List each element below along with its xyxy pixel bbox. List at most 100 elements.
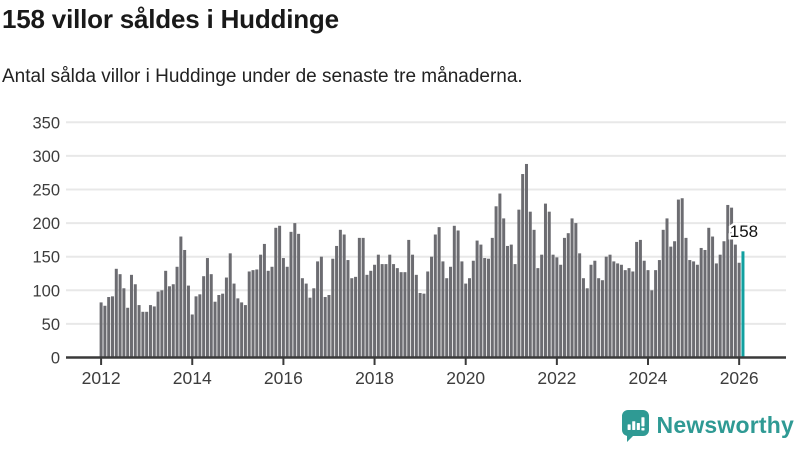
bar — [680, 198, 684, 358]
bar — [148, 305, 152, 358]
bar — [635, 241, 639, 358]
bar — [179, 236, 183, 358]
bar — [107, 297, 111, 358]
bar — [570, 218, 574, 358]
bar — [228, 253, 232, 358]
bar — [164, 270, 168, 358]
bar — [551, 254, 555, 358]
highlighted-bar — [741, 251, 745, 358]
bar — [654, 270, 658, 358]
bar — [247, 271, 251, 358]
bar — [186, 285, 190, 358]
x-axis-tick-label: 2024 — [629, 368, 668, 388]
bar — [110, 296, 114, 358]
bar — [479, 244, 483, 358]
bar — [167, 286, 171, 358]
bar — [726, 204, 730, 358]
bar — [460, 261, 464, 358]
x-axis-tick-label: 2014 — [173, 368, 212, 388]
bar — [361, 237, 365, 358]
bar — [300, 278, 304, 358]
bar — [631, 271, 635, 358]
bar — [471, 260, 475, 358]
bar — [593, 260, 597, 358]
bar — [209, 274, 213, 358]
bar — [585, 288, 589, 358]
bar — [475, 240, 479, 358]
bar — [224, 277, 228, 358]
bar — [665, 218, 669, 358]
bar — [608, 254, 612, 358]
bar — [194, 296, 198, 358]
bar — [251, 270, 255, 358]
bar — [103, 305, 107, 358]
bar — [502, 218, 506, 358]
bar — [688, 260, 692, 358]
bar — [699, 247, 703, 358]
bar — [384, 264, 388, 358]
bar — [692, 261, 696, 358]
bar — [619, 264, 623, 358]
bar — [392, 264, 396, 358]
newsworthy-logo[interactable]: Newsworthy — [621, 409, 794, 442]
bar — [650, 290, 654, 358]
bar — [141, 311, 145, 358]
bar — [604, 256, 608, 358]
bar — [703, 249, 707, 358]
bar — [616, 263, 620, 358]
bar — [559, 264, 563, 358]
bar — [388, 254, 392, 358]
bar — [669, 246, 673, 358]
bar — [221, 293, 225, 358]
bar — [126, 307, 130, 358]
bar — [118, 274, 122, 358]
bar — [638, 239, 642, 358]
bar — [281, 258, 285, 358]
bar — [536, 268, 540, 358]
bar — [521, 174, 525, 358]
bar — [129, 274, 133, 358]
bar — [380, 264, 384, 358]
x-axis-tick-label: 2026 — [720, 368, 759, 388]
bar — [445, 278, 449, 358]
y-axis-tick-label: 150 — [32, 249, 60, 267]
bar — [373, 264, 377, 358]
newsworthy-bar-chart-bubble-icon — [621, 410, 649, 442]
bar — [684, 237, 688, 358]
bar — [555, 257, 559, 358]
y-axis-tick-label: 200 — [32, 215, 60, 233]
bar — [657, 260, 661, 358]
bar — [581, 278, 585, 358]
bar — [350, 278, 354, 358]
bar — [532, 229, 536, 358]
bar — [175, 266, 179, 358]
bar — [255, 269, 259, 358]
bar — [240, 302, 244, 358]
bar — [730, 207, 734, 358]
bar — [718, 254, 722, 358]
bar — [365, 274, 369, 358]
bar — [270, 266, 274, 358]
bar — [646, 270, 650, 358]
bar — [433, 234, 437, 358]
bar — [589, 264, 593, 358]
bar — [308, 297, 312, 358]
bar — [183, 249, 187, 358]
y-axis-tick-label: 250 — [32, 182, 60, 200]
bar — [543, 203, 547, 358]
bar — [156, 291, 160, 358]
bar — [346, 260, 350, 358]
bar — [323, 297, 327, 358]
bar — [316, 261, 320, 358]
bar — [342, 234, 346, 358]
bar — [566, 233, 570, 358]
bar — [99, 302, 103, 358]
x-axis-tick-label: 2016 — [264, 368, 303, 388]
bar — [714, 263, 718, 358]
bar — [312, 288, 316, 358]
bar — [578, 253, 582, 358]
bar — [266, 270, 270, 358]
y-axis-tick-label: 350 — [32, 114, 60, 132]
bar — [456, 230, 460, 358]
